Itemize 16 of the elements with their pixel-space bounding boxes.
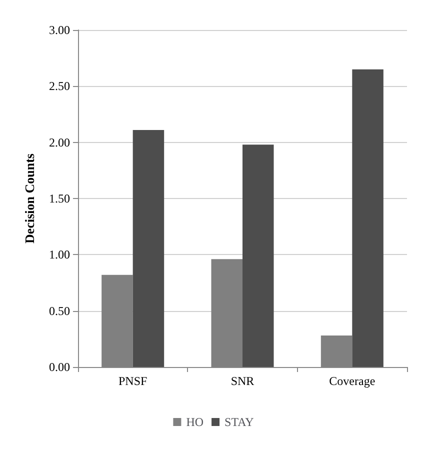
y-tick-label: 1.00 <box>49 248 70 262</box>
x-tick-label: PNSF <box>118 374 148 388</box>
x-tick-label: Coverage <box>329 374 376 388</box>
y-tick-label: 0.50 <box>49 304 70 318</box>
legend-label: STAY <box>224 415 254 429</box>
y-tick-label: 0.00 <box>49 360 70 374</box>
bar <box>242 144 274 367</box>
y-tick-label: 2.00 <box>49 135 70 150</box>
bar <box>132 130 164 367</box>
y-tick-label: 1.50 <box>49 192 70 206</box>
bar <box>352 69 384 367</box>
x-tick-label: SNR <box>230 374 254 388</box>
y-tick-label: 3.00 <box>49 23 70 37</box>
legend-label: HO <box>186 415 204 429</box>
y-axis-title: Decision Counts <box>22 154 37 244</box>
y-tick-label: 2.50 <box>49 79 70 94</box>
